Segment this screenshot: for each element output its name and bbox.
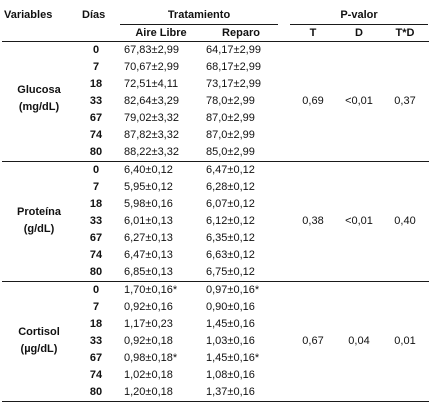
dia-value: 74 <box>89 249 103 261</box>
reparo-value: 0,97±0,16* <box>206 284 260 296</box>
dia-value: 67 <box>89 232 103 244</box>
dia-value: 18 <box>89 78 103 90</box>
dia-value: 33 <box>89 335 103 347</box>
aire-libre-value: 6,85±0,13 <box>124 266 173 278</box>
reparo-value: 1,08±0,16 <box>206 369 255 381</box>
aire-libre-value: 79,02±3,32 <box>124 112 179 124</box>
aire-libre-value: 82,64±3,29 <box>124 95 179 107</box>
dia-value: 0 <box>92 44 100 56</box>
p-valor-td: 0,01 <box>394 335 416 347</box>
reparo-value: 1,03±0,16 <box>206 335 255 347</box>
aire-libre-value: 0,92±0,18 <box>124 335 173 347</box>
dia-value: 7 <box>92 181 100 193</box>
variable-name: Proteína <box>16 206 61 218</box>
aire-libre-value: 6,40±0,12 <box>124 164 173 176</box>
header-p-valor: P-valor <box>340 9 378 21</box>
aire-libre-value: 1,02±0,18 <box>124 369 173 381</box>
dia-value: 18 <box>89 318 103 330</box>
header-variables: Variables <box>4 9 53 21</box>
header-bottom-rule <box>2 41 429 42</box>
reparo-value: 6,07±0,12 <box>206 198 255 210</box>
reparo-value: 6,47±0,12 <box>206 164 255 176</box>
tratamiento-underline <box>120 24 278 25</box>
p-valor-t: 0,67 <box>302 335 324 347</box>
aire-libre-value: 88,22±3,32 <box>124 146 179 158</box>
header-aire-libre: Aire Libre <box>135 27 187 39</box>
aire-libre-value: 67,83±2,99 <box>124 44 179 56</box>
reparo-value: 6,75±0,12 <box>206 266 255 278</box>
reparo-value: 78,0±2,99 <box>206 95 255 107</box>
aire-libre-value: 87,82±3,32 <box>124 129 179 141</box>
reparo-value: 1,45±0,16 <box>206 318 255 330</box>
reparo-value: 85,0±2,99 <box>206 146 255 158</box>
aire-libre-value: 1,17±0,23 <box>124 318 173 330</box>
reparo-value: 87,0±2,99 <box>206 129 255 141</box>
group-separator <box>2 281 429 282</box>
header-d: D <box>355 27 363 39</box>
dia-value: 80 <box>89 266 103 278</box>
reparo-value: 87,0±2,99 <box>206 112 255 124</box>
group-label: Proteína (g/dL) <box>4 204 74 238</box>
reparo-value: 1,45±0,16* <box>206 352 260 364</box>
variable-unit: (µg/dL) <box>20 343 58 355</box>
aire-libre-value: 5,98±0,16 <box>124 198 173 210</box>
dia-value: 74 <box>89 369 103 381</box>
aire-libre-value: 0,92±0,16 <box>124 301 173 313</box>
reparo-value: 6,28±0,12 <box>206 181 255 193</box>
p-valor-d: <0,01 <box>345 95 373 107</box>
variable-name: Cortisol <box>18 326 60 338</box>
aire-libre-value: 0,98±0,18* <box>124 352 178 364</box>
dia-value: 33 <box>89 215 103 227</box>
reparo-value: 6,12±0,12 <box>206 215 255 227</box>
aire-libre-value: 6,01±0,13 <box>124 215 173 227</box>
variable-unit: (mg/dL) <box>18 101 60 113</box>
aire-libre-value: 6,27±0,13 <box>124 232 173 244</box>
dia-value: 67 <box>89 112 103 124</box>
variable-unit: (g/dL) <box>23 223 55 235</box>
dia-value: 18 <box>89 198 103 210</box>
reparo-value: 64,17±2,99 <box>206 44 261 56</box>
header-td: T*D <box>395 27 415 39</box>
reparo-value: 6,35±0,12 <box>206 232 255 244</box>
p-valor-t: 0,69 <box>302 95 324 107</box>
aire-libre-value: 6,47±0,13 <box>124 249 173 261</box>
p-valor-d: <0,01 <box>345 215 373 227</box>
dia-value: 74 <box>89 129 103 141</box>
dia-value: 0 <box>92 284 100 296</box>
dia-value: 80 <box>89 146 103 158</box>
variable-name: Glucosa <box>17 84 61 96</box>
p-valor-d: 0,04 <box>348 335 370 347</box>
dia-value: 7 <box>92 61 100 73</box>
aire-libre-value: 70,67±2,99 <box>124 61 179 73</box>
header-reparo: Reparo <box>222 27 260 39</box>
reparo-value: 73,17±2,99 <box>206 78 261 90</box>
table-bottom-rule <box>2 401 429 402</box>
aire-libre-value: 5,95±0,12 <box>124 181 173 193</box>
p-valor-underline <box>290 24 428 25</box>
header-t: T <box>309 27 317 39</box>
aire-libre-value: 72,51±4,11 <box>124 78 179 90</box>
aire-libre-value: 1,20±0,18 <box>124 386 173 398</box>
dia-value: 67 <box>89 352 103 364</box>
dia-value: 33 <box>89 95 103 107</box>
reparo-value: 6,63±0,12 <box>206 249 255 261</box>
group-label: Glucosa (mg/dL) <box>4 82 74 116</box>
aire-libre-value: 1,70±0,16* <box>124 284 178 296</box>
p-valor-td: 0,37 <box>394 95 416 107</box>
p-valor-td: 0,40 <box>394 215 416 227</box>
group-label: Cortisol (µg/dL) <box>4 324 74 358</box>
group-separator <box>2 161 429 162</box>
dia-value: 80 <box>89 386 103 398</box>
p-valor-t: 0,38 <box>302 215 324 227</box>
reparo-value: 1,37±0,16 <box>206 386 255 398</box>
reparo-value: 0,90±0,16 <box>206 301 255 313</box>
reparo-value: 68,17±2,99 <box>206 61 261 73</box>
header-tratamiento: Tratamiento <box>167 9 231 21</box>
header-dias: Días <box>82 9 106 21</box>
dia-value: 7 <box>92 301 100 313</box>
dia-value: 0 <box>92 164 100 176</box>
